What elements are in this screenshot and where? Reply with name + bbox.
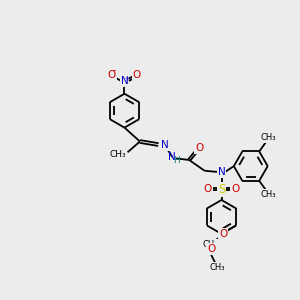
Text: CH₃: CH₃ — [110, 150, 126, 159]
Text: -: - — [113, 66, 116, 75]
Text: S: S — [218, 183, 225, 196]
Text: CH₃: CH₃ — [261, 133, 276, 142]
Text: O: O — [231, 184, 239, 194]
Text: O: O — [133, 70, 141, 80]
Text: N: N — [168, 152, 176, 162]
Text: CH₃: CH₃ — [202, 240, 218, 249]
Text: H: H — [173, 156, 180, 165]
Text: CH₃: CH₃ — [209, 262, 225, 272]
Text: +: + — [124, 76, 130, 82]
Text: O: O — [219, 229, 227, 239]
Text: O: O — [207, 244, 216, 254]
Text: O: O — [107, 70, 116, 80]
Text: CH₃: CH₃ — [261, 190, 276, 199]
Text: N: N — [161, 140, 169, 150]
Text: N: N — [218, 167, 225, 177]
Text: N: N — [121, 76, 128, 86]
Text: O: O — [203, 184, 212, 194]
Text: O: O — [195, 143, 203, 153]
